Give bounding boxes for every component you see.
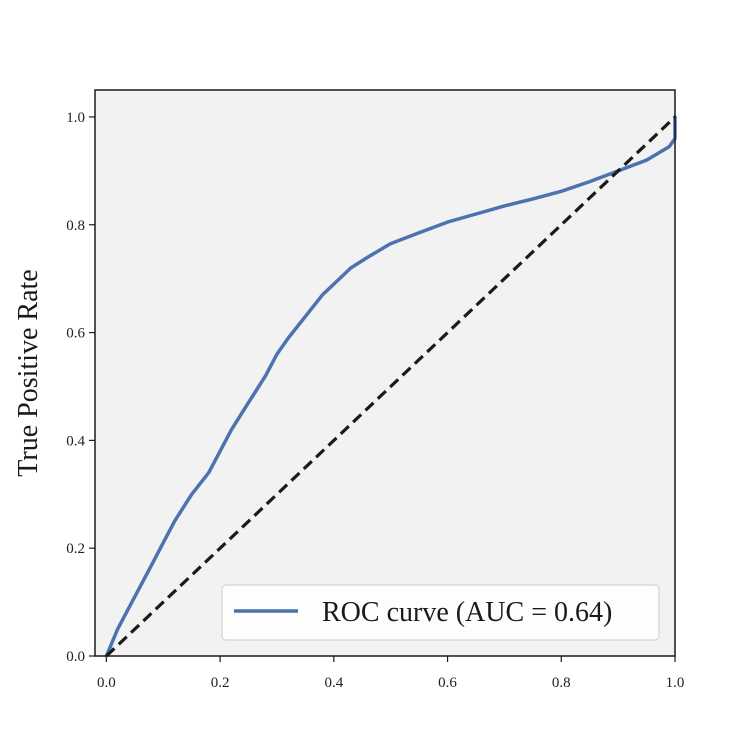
plot-area bbox=[95, 90, 675, 656]
x-tick-label: 1.0 bbox=[666, 675, 685, 691]
y-tick-label: 0.0 bbox=[66, 649, 85, 665]
y-axis-title: True Positive Rate bbox=[13, 269, 44, 476]
legend: ROC curve (AUC = 0.64) bbox=[221, 584, 660, 641]
chance-diagonal-line bbox=[105, 115, 677, 658]
x-tick-label: 0.8 bbox=[552, 675, 571, 691]
x-tick-label: 0.4 bbox=[324, 675, 343, 691]
x-tick-label: 0.2 bbox=[211, 675, 230, 691]
y-tick-label: 0.4 bbox=[66, 433, 85, 449]
x-tick-label: 0.0 bbox=[97, 675, 116, 691]
y-tick-label: 1.0 bbox=[66, 110, 85, 126]
x-tick-label: 0.6 bbox=[438, 675, 457, 691]
y-tick-label: 0.2 bbox=[66, 541, 85, 557]
series-layer bbox=[104, 115, 677, 658]
y-tick-label: 0.8 bbox=[66, 218, 85, 234]
plot-frame bbox=[94, 89, 676, 657]
y-tick-label: 0.6 bbox=[66, 326, 85, 342]
roc-curve-line bbox=[104, 115, 677, 658]
legend-label-roc-curve: ROC curve (AUC = 0.64) bbox=[322, 597, 612, 628]
legend-box bbox=[221, 584, 660, 641]
axis-ticks: 0.0 0.2 0.4 0.6 0.8 1.0 0.0 0.2 0.4 0.6 0.8 1.0 bbox=[66, 110, 684, 691]
